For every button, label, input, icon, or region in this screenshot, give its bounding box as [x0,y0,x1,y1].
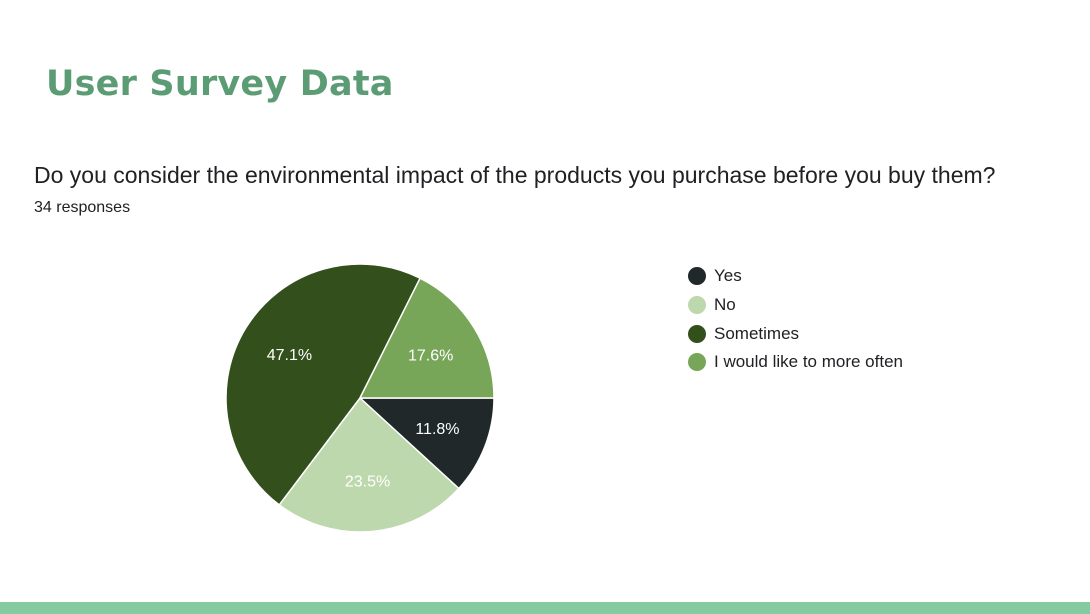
legend-swatch [688,296,706,315]
response-count: 34 responses [34,199,131,216]
pie-slice-sometimes [225,263,422,506]
legend-label: No [714,295,736,315]
pie-slice-no [278,396,460,533]
pie-slice-label: 11.8% [415,421,459,438]
legend-label: I would like to more often [714,352,903,372]
survey-question: Do you consider the environmental impact… [34,162,996,188]
pie-chart: 11.8% 23.5% 47.1% 17.6% [225,263,495,533]
slide-title: User Survey Data [46,64,394,104]
legend-item: I would like to more often [688,348,903,377]
footer-bar [0,602,1090,614]
legend-label: Yes [714,266,742,286]
chart-legend: Yes No Sometimes I would like to more often [688,262,903,377]
pie-slice-label: 23.5% [345,474,390,491]
legend-label: Sometimes [714,323,800,343]
legend-item: Sometimes [688,319,903,348]
legend-swatch [688,353,706,372]
pie-slice-yes [358,397,495,490]
pie-slice-label: 47.1% [267,347,312,364]
legend-swatch [688,324,706,343]
legend-swatch [688,267,706,286]
legend-item: Yes [688,262,903,291]
pie-slice-i-would-like-to-more-often [358,277,495,399]
pie-slice-label: 17.6% [408,347,453,364]
legend-item: No [688,291,903,320]
